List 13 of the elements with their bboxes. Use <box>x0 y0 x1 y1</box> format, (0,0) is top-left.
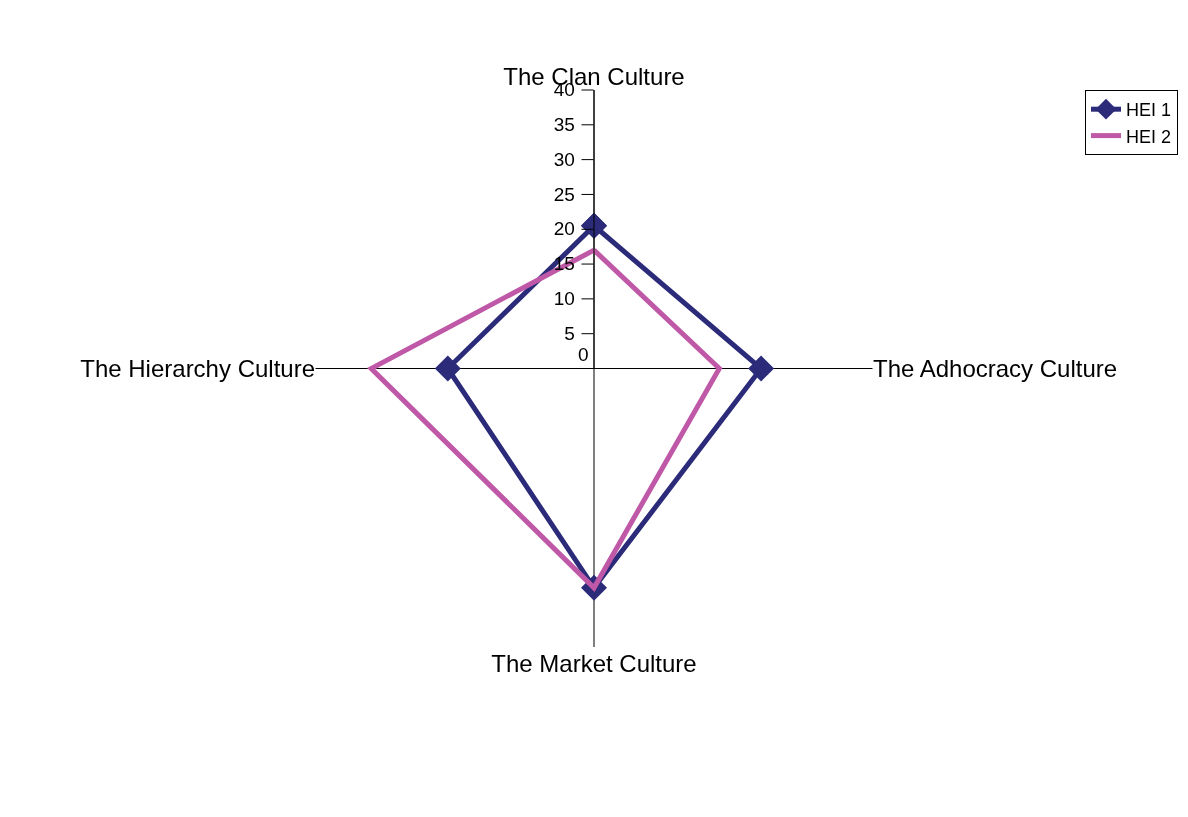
y-tick-label: 15 <box>553 253 575 275</box>
y-tick-label: 35 <box>553 113 575 135</box>
y-tick-label: 5 <box>564 322 575 344</box>
y-tick-label: 0 <box>578 344 589 365</box>
y-tick-label: 25 <box>553 183 575 205</box>
spoke-label: The Adhocracy Culture <box>873 354 1118 382</box>
y-tick-label: 10 <box>553 288 575 310</box>
spoke-label: The Market Culture <box>491 649 697 677</box>
spoke-label: The Hierarchy Culture <box>80 354 315 382</box>
legend-label: HEI 1 <box>1126 100 1172 121</box>
legend-label: HEI 2 <box>1126 126 1172 147</box>
y-tick-label: 30 <box>553 148 575 170</box>
y-tick-label: 20 <box>553 218 575 240</box>
